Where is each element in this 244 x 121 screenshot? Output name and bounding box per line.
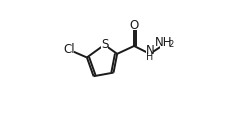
Bar [146,47,153,58]
Text: H: H [146,53,153,62]
Text: 2: 2 [168,40,173,49]
Text: Cl: Cl [63,43,75,56]
Bar [160,38,172,49]
Text: O: O [130,19,139,32]
Text: NH: NH [154,36,172,49]
Bar [101,40,108,49]
Text: S: S [101,38,108,51]
Bar [64,45,74,54]
Text: N: N [145,44,154,57]
Bar [131,21,137,30]
